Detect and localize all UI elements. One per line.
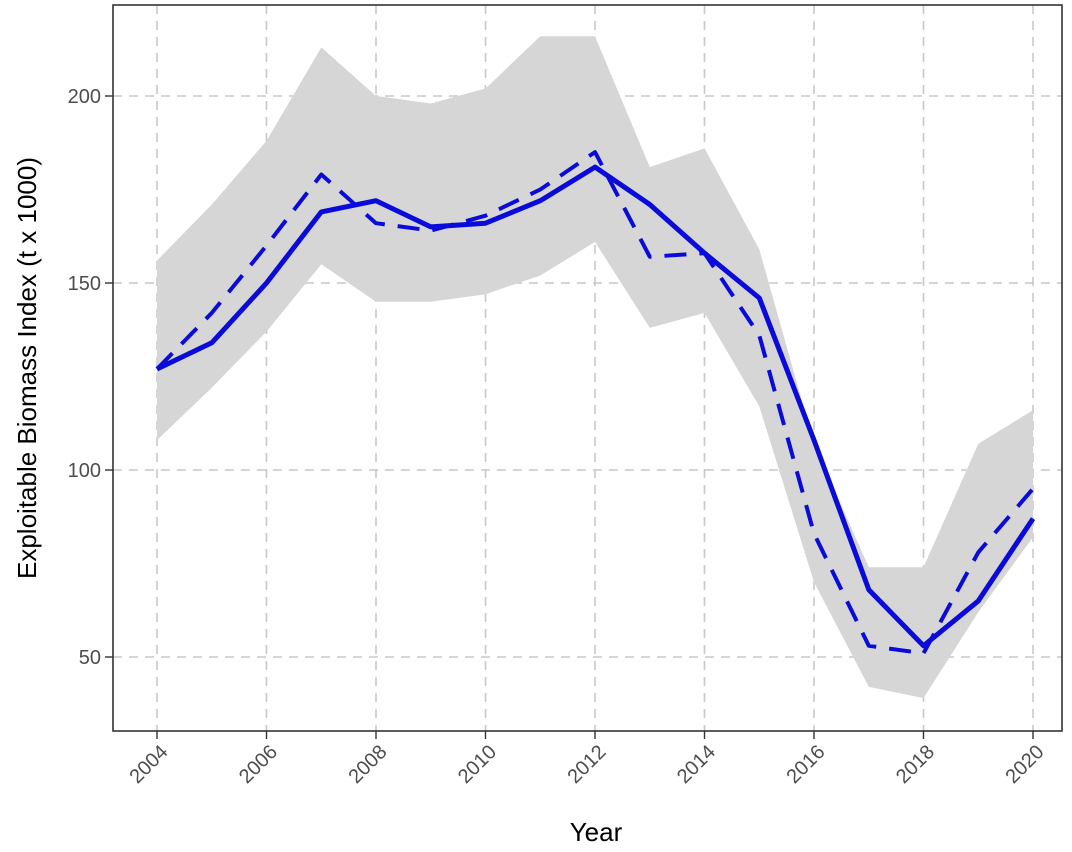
y-tick-label-200: 200 — [68, 86, 101, 108]
x-tick-label-2016: 2016 — [783, 741, 830, 788]
y-tick-label-50: 50 — [79, 647, 101, 669]
x-tick-label-2008: 2008 — [345, 741, 392, 788]
y-axis-title: Exploitable Biomass Index (t x 1000) — [12, 157, 42, 579]
x-tick-label-2012: 2012 — [564, 741, 611, 788]
x-tick-label-2006: 2006 — [235, 741, 282, 788]
x-axis-title: Year — [570, 817, 623, 847]
y-axis: 50 100 150 200 — [68, 86, 113, 669]
x-tick-label-2020: 2020 — [1002, 741, 1049, 788]
series-lines — [155, 150, 1036, 656]
plot-frame — [112, 4, 1063, 732]
x-tick-label-2014: 2014 — [673, 741, 720, 788]
x-tick-label-2004: 2004 — [126, 741, 173, 788]
series-line-dashed — [155, 150, 1035, 656]
y-tick-label-150: 150 — [68, 273, 101, 295]
x-tick-label-2018: 2018 — [892, 741, 939, 788]
series-line-solid — [155, 164, 1036, 649]
y-tick-label-100: 100 — [68, 460, 101, 482]
x-tick-label-2010: 2010 — [454, 741, 501, 788]
x-axis: 2004 2006 2008 2010 2012 2014 2016 2018 2020 — [126, 731, 1049, 788]
